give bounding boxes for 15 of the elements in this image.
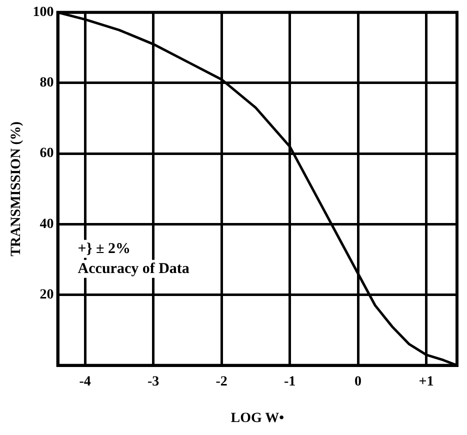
y-tick-label: 20	[40, 287, 54, 302]
y-tick-label: 100	[32, 5, 54, 20]
y-tick-label: 80	[40, 76, 54, 91]
y-axis-title: TRANSMISSION (%)	[9, 121, 24, 256]
x-tick-label: -3	[148, 374, 160, 390]
x-axis-title: LOG W•	[230, 411, 284, 426]
x-tick-label: -2	[216, 374, 228, 390]
x-tick-label: -1	[284, 374, 296, 390]
y-tick-label: 60	[40, 146, 54, 162]
x-tick-label: 0	[354, 374, 362, 390]
annotation: Accuracy of Data	[78, 260, 190, 277]
y-tick-label: 40	[40, 216, 54, 232]
x-tick-label: +1	[418, 374, 434, 390]
annotation: +} ± 2%	[78, 240, 131, 257]
x-tick-label: -4	[79, 374, 91, 390]
